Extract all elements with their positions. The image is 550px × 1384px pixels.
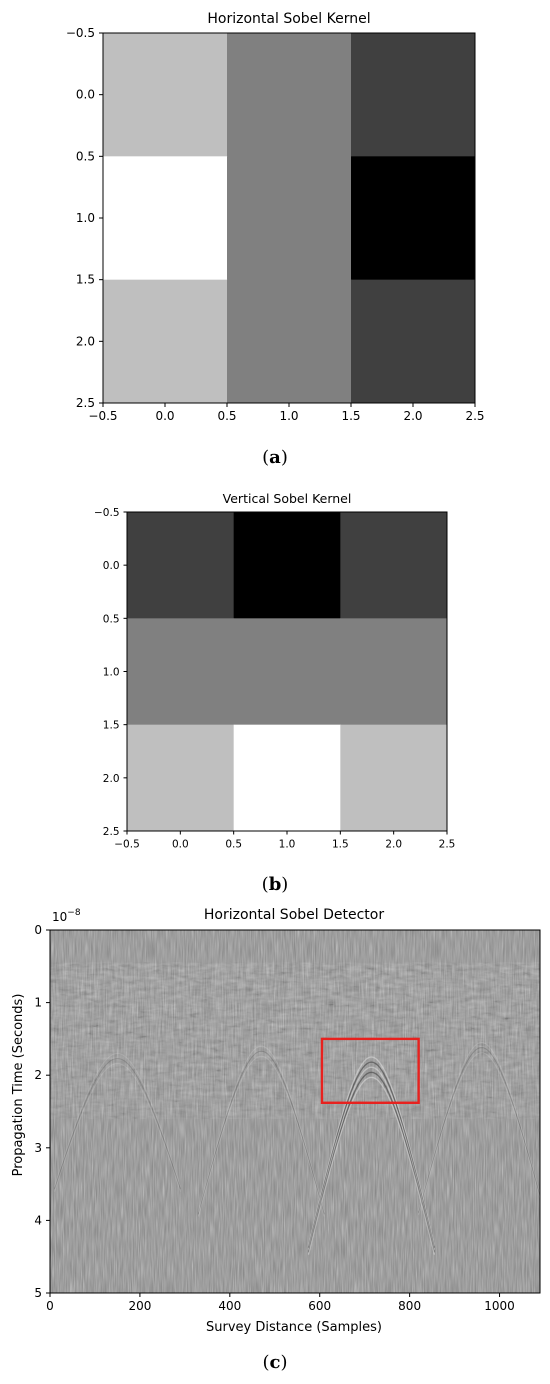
heatmap-cells bbox=[127, 512, 448, 832]
caption: (b) bbox=[262, 874, 289, 895]
y-tick-label: 2.0 bbox=[103, 773, 120, 785]
x-axis: 0 200 400 600 800 1000 bbox=[46, 1293, 515, 1313]
hyperbola-arc bbox=[197, 1055, 325, 1217]
heatmap-cell bbox=[127, 618, 235, 726]
y-tick-label: 1.5 bbox=[76, 273, 95, 287]
hyperbola-arc bbox=[54, 1052, 181, 1187]
x-tick-label: 2.5 bbox=[439, 839, 456, 851]
x-tick-label: 1.0 bbox=[279, 409, 298, 423]
heatmap-cell bbox=[340, 512, 448, 619]
heatmap-cell bbox=[103, 156, 228, 281]
hyperbola-arc bbox=[307, 1066, 436, 1251]
heatmap-cells bbox=[103, 33, 476, 404]
heatmap-cell bbox=[233, 618, 341, 726]
y-tick-label: 1.0 bbox=[76, 211, 95, 225]
chart-title: Vertical Sobel Kernel bbox=[223, 491, 352, 506]
heatmap-cell bbox=[351, 279, 476, 404]
x-tick-label: 2.0 bbox=[403, 409, 422, 423]
hyperbola-arc bbox=[54, 1057, 181, 1190]
y-tick-label: 0.0 bbox=[76, 88, 95, 102]
x-tick-label: −0.5 bbox=[88, 409, 117, 423]
x-axis: −0.5 0.0 0.5 1.0 1.5 2.0 2.5 bbox=[88, 403, 485, 423]
y-axis: 0 1 2 3 4 5 bbox=[34, 923, 50, 1300]
hyperbola-arc bbox=[307, 1056, 436, 1247]
hyperbola-arc bbox=[307, 1076, 436, 1255]
heatmap-cell bbox=[127, 724, 235, 832]
y-tick-label: 1.0 bbox=[103, 667, 120, 679]
heatmap-cell bbox=[340, 618, 448, 726]
panel-b: Vertical Sobel Kernel −0.5 0.0 0.5 1.0 1.5 2.… bbox=[94, 491, 455, 895]
heatmap-cell bbox=[233, 724, 341, 832]
x-tick-label: 1.0 bbox=[279, 839, 296, 851]
heatmap-cell bbox=[227, 279, 352, 404]
y-tick-label: 3 bbox=[34, 1141, 42, 1155]
y-tick-label: 0.5 bbox=[103, 613, 120, 625]
y-tick-label: 1.5 bbox=[103, 720, 120, 732]
y-tick-label: −0.5 bbox=[66, 26, 95, 40]
heatmap-cell bbox=[351, 33, 476, 157]
y-axis: −0.5 0.0 0.5 1.0 1.5 2.0 2.5 bbox=[94, 507, 127, 838]
caption: (a) bbox=[262, 447, 288, 468]
hyperbola-arc bbox=[418, 1041, 540, 1211]
x-tick-label: 0.0 bbox=[172, 839, 189, 851]
heatmap-cell bbox=[127, 512, 235, 619]
x-tick-label: 400 bbox=[218, 1299, 241, 1313]
x-tick-label: 1.5 bbox=[341, 409, 360, 423]
y-axis-label: Propagation Time (Seconds) bbox=[11, 994, 26, 1177]
heatmap-cell bbox=[351, 156, 476, 281]
chart-title: Horizontal Sobel Kernel bbox=[207, 11, 370, 27]
hyperbola-arc bbox=[418, 1052, 540, 1216]
x-tick-label: 0 bbox=[46, 1299, 54, 1313]
y-tick-label: 2.0 bbox=[76, 334, 95, 348]
heatmap-cell bbox=[103, 33, 228, 157]
y-tick-label: 2.5 bbox=[76, 396, 95, 410]
x-tick-label: 0.0 bbox=[155, 409, 174, 423]
heatmap-cell bbox=[340, 724, 448, 832]
plot-frame bbox=[49, 929, 541, 1294]
y-tick-label: 2.5 bbox=[103, 826, 120, 838]
x-tick-label: 200 bbox=[128, 1299, 151, 1313]
x-axis-label: Survey Distance (Samples) bbox=[206, 1320, 382, 1335]
hyperbola-reflections bbox=[54, 1041, 540, 1255]
hyperbola-arc bbox=[197, 1045, 325, 1213]
reflection-band bbox=[50, 962, 540, 1119]
y-tick-label: 4 bbox=[34, 1213, 42, 1227]
x-tick-label: 1.5 bbox=[332, 839, 349, 851]
x-tick-label: 2.0 bbox=[385, 839, 402, 851]
target-highlight-box bbox=[320, 1037, 420, 1104]
caption: (c) bbox=[262, 1352, 287, 1373]
panel-c: Horizontal Sobel Detector 10−8 0 200 400 60… bbox=[11, 907, 541, 1373]
y-tick-label: −0.5 bbox=[94, 507, 120, 519]
panel-a: Horizontal Sobel Kernel −0.5 0.0 0.5 1.0 1.5… bbox=[66, 11, 485, 468]
y-tick-label: 1 bbox=[34, 996, 42, 1010]
y-axis: −0.5 0.0 0.5 1.0 1.5 2.0 2.5 bbox=[66, 26, 103, 410]
heatmap-cell bbox=[233, 512, 341, 619]
y-scale-label: 10−8 bbox=[52, 908, 81, 924]
heatmap-cell bbox=[227, 156, 352, 281]
y-tick-label: 0 bbox=[34, 923, 42, 937]
x-tick-label: 2.5 bbox=[465, 409, 484, 423]
hyperbola-arc bbox=[418, 1047, 540, 1213]
y-tick-label: 0.5 bbox=[76, 149, 95, 163]
x-tick-label: 600 bbox=[308, 1299, 331, 1313]
x-tick-label: −0.5 bbox=[114, 839, 140, 851]
x-axis: −0.5 0.0 0.5 1.0 1.5 2.0 2.5 bbox=[114, 831, 455, 851]
x-tick-label: 800 bbox=[398, 1299, 421, 1313]
hyperbola-arc bbox=[307, 1071, 436, 1253]
x-tick-label: 0.5 bbox=[225, 839, 242, 851]
chart-title: Horizontal Sobel Detector bbox=[204, 907, 384, 923]
hyperbola-arc bbox=[307, 1061, 436, 1249]
y-tick-label: 2 bbox=[34, 1068, 42, 1082]
y-tick-label: 0.0 bbox=[103, 560, 120, 572]
y-tick-label: 5 bbox=[34, 1286, 42, 1300]
hyperbola-arc bbox=[197, 1050, 325, 1215]
x-tick-label: 1000 bbox=[484, 1299, 515, 1313]
heatmap-cell bbox=[103, 279, 228, 404]
hyperbola-arc bbox=[54, 1063, 181, 1192]
heatmap-cell bbox=[227, 33, 352, 157]
x-tick-label: 0.5 bbox=[217, 409, 236, 423]
